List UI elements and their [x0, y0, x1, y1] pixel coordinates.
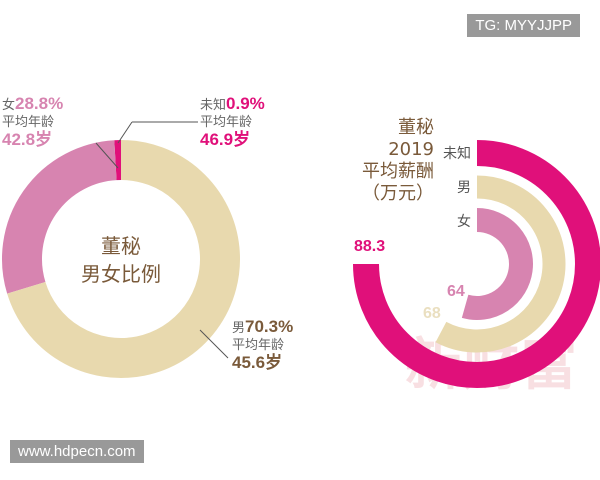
value-male: 68 — [423, 305, 441, 322]
radial-title-line4: （万元） — [362, 183, 434, 204]
ring-label-unknown: 未知 — [443, 146, 471, 162]
leader-line-male — [199, 329, 229, 359]
female-label: 女28.8% 平均年龄 42.8岁 — [2, 95, 63, 148]
ring-label-male: 男 — [457, 180, 471, 196]
female-avg-age-label: 平均年龄 — [2, 115, 55, 130]
female-avg-age: 42.8岁 — [2, 130, 53, 149]
ring-label-female: 女 — [457, 214, 471, 230]
male-percent: 70.3% — [245, 317, 294, 336]
female-name: 女 — [2, 98, 16, 113]
leader-line-unknown — [117, 121, 133, 144]
radial-bar-2 — [461, 208, 533, 320]
radial-title-line2: 2019 — [388, 139, 434, 160]
donut-title-line1: 董秘 — [101, 234, 141, 258]
female-percent: 28.8% — [15, 94, 64, 113]
radial-bar-1 — [435, 175, 566, 353]
unknown-name: 未知 — [200, 98, 227, 113]
donut-title-line2: 男女比例 — [81, 262, 161, 286]
donut-slice-1 — [2, 140, 118, 294]
radial-title: 董秘 2019 平均薪酬 （万元） — [330, 117, 434, 205]
unknown-label: 未知0.9% 平均年龄 46.9岁 — [200, 95, 265, 148]
leader-line-female — [95, 142, 119, 169]
male-avg-age-label: 平均年龄 — [232, 338, 285, 353]
unknown-percent: 0.9% — [226, 94, 265, 113]
male-name: 男 — [232, 321, 246, 336]
donut-slice-0 — [7, 140, 240, 378]
radial-title-line1: 董秘 — [398, 117, 434, 138]
unknown-avg-age: 46.9岁 — [200, 130, 251, 149]
radial-title-line3: 平均薪酬 — [362, 161, 434, 182]
male-avg-age: 45.6岁 — [232, 353, 283, 372]
value-unknown: 88.3 — [354, 238, 386, 255]
unknown-avg-age-label: 平均年龄 — [200, 115, 253, 130]
value-female: 64 — [447, 283, 465, 300]
donut-center-title: 董秘 男女比例 — [60, 232, 182, 288]
watermark-bottom: www.hdpecn.com — [10, 440, 144, 463]
male-label: 男70.3% 平均年龄 45.6岁 — [232, 318, 293, 371]
watermark-top: TG: MYYJJPP — [467, 14, 580, 37]
radial-bar-0 — [353, 140, 600, 388]
